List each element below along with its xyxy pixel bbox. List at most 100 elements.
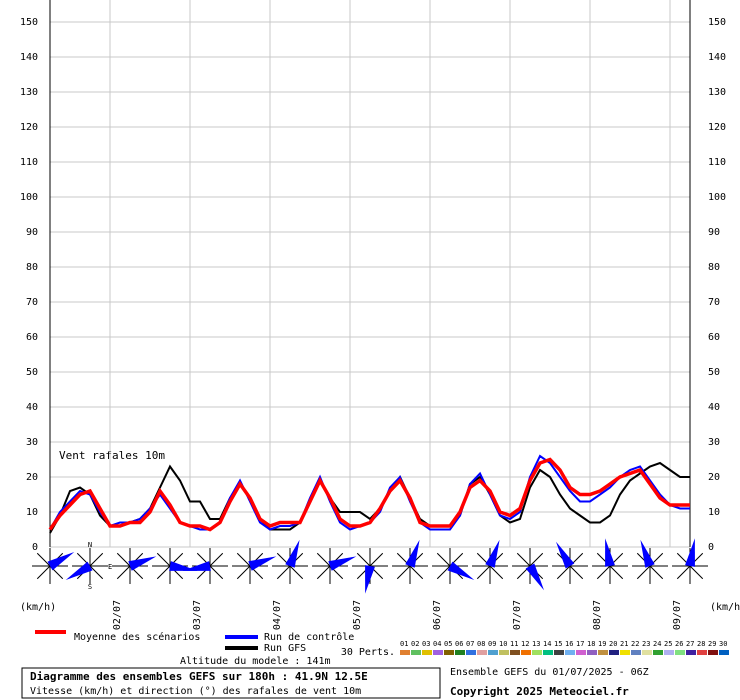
perturbation-swatch <box>675 650 685 655</box>
rose-spoke <box>556 565 571 580</box>
perturbation-swatch <box>686 650 696 655</box>
perturbation-label: 05 <box>444 640 452 648</box>
footer-box <box>21 667 441 699</box>
perturbation-label: 11 <box>510 640 518 648</box>
y-tick-label: 60 <box>708 332 720 343</box>
series-line <box>48 457 690 532</box>
rose-spoke <box>436 565 451 580</box>
perturbation-swatch <box>576 650 586 655</box>
perturbation-label: 10 <box>499 640 507 648</box>
rose-spoke <box>369 552 384 567</box>
perturbation-swatch <box>422 650 432 655</box>
y-tick-label: 90 <box>26 227 38 238</box>
perturbation-swatch <box>510 650 520 655</box>
y-tick-label: 110 <box>708 157 726 168</box>
wind-arrow <box>65 561 93 580</box>
wind-arrow <box>605 538 615 567</box>
x-tick-label: 02/07 <box>112 600 123 630</box>
perturbation-label: 27 <box>686 640 694 648</box>
altitude: Altitude du modele : 141m <box>180 656 331 667</box>
perturbation-swatch <box>466 650 476 655</box>
rose-spoke <box>436 552 451 567</box>
rose-spoke <box>356 552 371 567</box>
rose-spoke <box>476 565 491 580</box>
compass-label: N <box>88 541 92 549</box>
wind-rose <box>182 548 228 584</box>
perturbation-label: 13 <box>532 640 540 648</box>
wind-arrow <box>128 556 157 571</box>
wind-arrow <box>182 561 211 571</box>
rose-spoke <box>236 565 251 580</box>
perturbation-swatch <box>455 650 465 655</box>
wind-arrow <box>556 541 575 569</box>
perturbation-swatch <box>631 650 641 655</box>
annotation: Vent rafales 10m <box>59 449 165 462</box>
rose-spoke <box>516 552 531 567</box>
y-tick-label: 50 <box>26 367 38 378</box>
rose-spoke <box>316 565 331 580</box>
perturbation-label: 14 <box>543 640 551 648</box>
perturbation-swatch <box>719 650 729 655</box>
perturbation-label: 25 <box>664 640 672 648</box>
x-tick-label: 03/07 <box>192 600 203 630</box>
wind-rose <box>112 548 157 584</box>
perturbation-label: 22 <box>631 640 639 648</box>
wind-arrow <box>285 539 300 568</box>
wind-arrow <box>248 556 277 571</box>
wind-rose <box>592 538 628 584</box>
y-tick-label: 40 <box>708 402 720 413</box>
perturbation-swatch <box>598 650 608 655</box>
perturbation-label: 06 <box>455 640 463 648</box>
rose-spoke <box>489 565 504 580</box>
wind-rose <box>232 548 277 584</box>
rose-spoke <box>529 552 544 567</box>
perturbation-swatch <box>554 650 564 655</box>
rose-spoke <box>689 565 704 580</box>
perturbation-swatch <box>543 650 553 655</box>
perturbation-label: 28 <box>697 640 705 648</box>
perturbation-label: 23 <box>642 640 650 648</box>
wind-arrow <box>365 565 375 594</box>
y-tick-label: 120 <box>20 122 38 133</box>
perturbation-label: 12 <box>521 640 529 648</box>
wind-rose <box>432 548 475 584</box>
legend-label: Moyenne des scénarios <box>74 631 200 643</box>
x-tick-label: 09/07 <box>672 600 683 630</box>
wind-rose <box>32 548 75 584</box>
rose-spoke <box>316 552 331 567</box>
rose-spoke <box>156 565 171 580</box>
perturbation-swatch <box>642 650 652 655</box>
y-unit: (km/h) <box>20 602 56 613</box>
rose-spoke <box>89 565 104 580</box>
rose-spoke <box>116 552 131 567</box>
wind-rose <box>512 548 548 591</box>
y-tick-label: 70 <box>708 297 720 308</box>
rose-spoke <box>409 565 424 580</box>
wind-arrow <box>640 539 655 568</box>
rose-spoke <box>609 565 624 580</box>
perturbation-label: 16 <box>565 640 573 648</box>
y-tick-label: 130 <box>20 87 38 98</box>
perturbation-label: 15 <box>554 640 562 648</box>
perturbation-label: 30 <box>719 640 727 648</box>
y-tick-label: 60 <box>26 332 38 343</box>
wind-rose <box>632 539 668 584</box>
y-tick-label: 10 <box>708 507 720 518</box>
y-tick-label: 70 <box>26 297 38 308</box>
wind-rose <box>392 539 428 584</box>
wind-rose <box>272 539 308 584</box>
perturbation-label: 09 <box>488 640 496 648</box>
wind-rose <box>552 541 588 584</box>
wind-arrow <box>447 561 475 580</box>
perturbation-swatch <box>521 650 531 655</box>
y-tick-label: 0 <box>708 542 714 553</box>
legend-label: Run de contrôle <box>264 631 354 643</box>
compass-label: S <box>88 583 92 591</box>
rose-spoke <box>276 565 291 580</box>
wind-rose <box>672 538 708 584</box>
wind-arrow <box>485 539 500 568</box>
perturbation-swatch <box>400 650 410 655</box>
y-tick-label: 150 <box>708 17 726 28</box>
rose-spoke <box>396 565 411 580</box>
